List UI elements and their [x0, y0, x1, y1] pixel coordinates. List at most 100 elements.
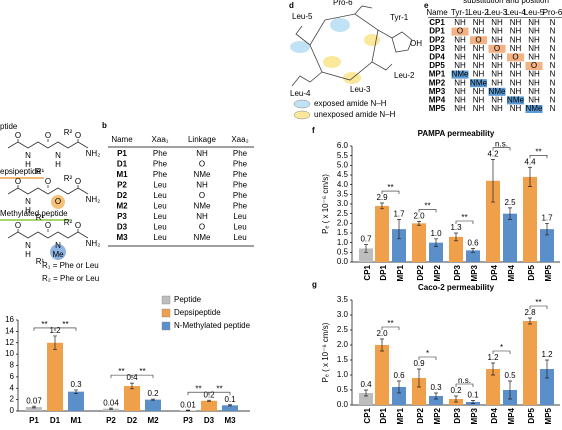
- table-cell: NMe: [194, 233, 211, 242]
- table-cell: N: [550, 27, 556, 36]
- table-cell: NH: [528, 35, 540, 44]
- table-cell: MP1: [429, 70, 446, 79]
- atom-label: O: [75, 221, 81, 230]
- atom-label: O: [15, 177, 21, 186]
- substituent-note: R₁ = Phe or Leu: [42, 261, 99, 270]
- significance-bracket: [529, 154, 548, 159]
- table-cell: NH: [196, 212, 208, 221]
- table-cell: O: [199, 223, 205, 232]
- y-tick-label: 0.0: [337, 257, 349, 266]
- significance-bracket: [418, 356, 437, 360]
- error-bar: [434, 238, 438, 247]
- value-label: 0.3: [70, 380, 82, 389]
- legend-label: Peptide: [174, 295, 202, 304]
- significance-bracket: [492, 147, 511, 151]
- x-tick-label: DP4: [490, 407, 499, 423]
- residue-label: Leu-4: [290, 89, 311, 98]
- error-bar: [186, 409, 190, 412]
- legend-swatch: [161, 321, 171, 331]
- significance-label: **: [62, 320, 68, 329]
- structure-label: epsipeptide: [0, 167, 41, 176]
- tyr-sidechain: [377, 29, 413, 53]
- value-label: 2.8: [524, 308, 536, 317]
- y-tick-label: 8: [10, 361, 15, 370]
- table-cell: M2: [116, 202, 128, 211]
- table-caption: substitution and position: [463, 0, 549, 5]
- bar: [486, 180, 500, 262]
- atom-label: O: [45, 221, 51, 230]
- x-tick-label: DP2: [416, 407, 425, 423]
- table-cell: Leu: [233, 233, 246, 242]
- x-tick-label: DP3: [453, 407, 462, 423]
- value-label: 0.1: [467, 391, 479, 400]
- table-cell: N: [550, 53, 556, 62]
- table-cell: NMe: [507, 96, 524, 105]
- table-cell: N: [550, 61, 556, 70]
- atom-label: H: [25, 250, 31, 259]
- significance-bracket: [208, 391, 231, 396]
- y-tick-label: 12: [5, 338, 14, 347]
- error-bar: [109, 407, 113, 410]
- atom-label: R¹: [36, 213, 45, 222]
- cell-highlight: [488, 44, 506, 53]
- table-cell: NH: [528, 78, 540, 87]
- atom-label: O: [45, 177, 51, 186]
- y-tick-label: 6: [10, 372, 15, 381]
- value-label: 0.6: [393, 371, 405, 380]
- table-cell: NH: [510, 61, 522, 70]
- leu-sidechain: [295, 25, 311, 46]
- value-label: 0.3: [430, 383, 442, 392]
- x-tick-label: DP4: [490, 264, 499, 280]
- table-cell: Phe: [233, 170, 248, 179]
- legend-label: exposed amide N–H: [314, 99, 387, 108]
- y-tick-label: 4: [10, 383, 15, 392]
- bar: [466, 250, 480, 262]
- table-cell: N: [550, 18, 556, 27]
- atom-label: N: [25, 197, 31, 206]
- error-bar: [364, 244, 368, 253]
- panel-letter: f: [312, 126, 315, 135]
- x-tick-label: MP1: [396, 407, 405, 424]
- y-tick-label: 3.0: [337, 199, 349, 208]
- atom-label: N: [55, 151, 61, 160]
- table-cell: NH: [510, 18, 522, 27]
- table-cell: O: [512, 53, 518, 62]
- atom-label: O: [15, 221, 21, 230]
- y-tick-label: 3.0: [337, 310, 349, 319]
- table-cell: NH: [454, 61, 466, 70]
- significance-label: n.s.: [495, 140, 508, 149]
- error-bar: [130, 382, 134, 390]
- value-label: 0.07: [26, 396, 42, 405]
- table-cell: NH: [454, 35, 466, 44]
- significance-label: **: [424, 202, 430, 211]
- table-header: Xaa₁: [152, 135, 169, 144]
- error-bar: [53, 335, 57, 350]
- atom-label: O: [15, 131, 21, 140]
- table-cell: NH: [473, 70, 485, 79]
- atom-label: O: [55, 197, 61, 206]
- table-cell: N: [550, 70, 556, 79]
- table-cell: Phe: [153, 170, 168, 179]
- table-cell: NH: [473, 44, 485, 53]
- table-cell: NH: [491, 104, 503, 113]
- x-tick-label: DP1: [379, 407, 388, 423]
- table-cell: NH: [473, 18, 485, 27]
- legend-swatch: [293, 99, 311, 109]
- x-tick-label: MP4: [507, 407, 516, 424]
- atom-label: R²: [64, 218, 73, 227]
- table-cell: Phe: [233, 149, 248, 158]
- table-header: Name: [426, 8, 448, 17]
- bar: [222, 405, 238, 411]
- substituent-note: R₂ = Phe or Leu: [42, 274, 99, 283]
- bar: [375, 205, 389, 262]
- value-label: 0.9: [413, 359, 425, 368]
- atom-label: R¹: [36, 257, 45, 266]
- chart-title: Caco-2 permeability: [418, 283, 495, 292]
- y-tick-label: 0.5: [337, 385, 349, 394]
- table-cell: NMe: [470, 78, 487, 87]
- significance-label: **: [195, 384, 201, 393]
- value-label: 0.01: [180, 400, 196, 409]
- x-tick-label: D1: [50, 416, 61, 425]
- y-tick-label: 1.0: [337, 370, 349, 379]
- error-bar: [32, 405, 36, 409]
